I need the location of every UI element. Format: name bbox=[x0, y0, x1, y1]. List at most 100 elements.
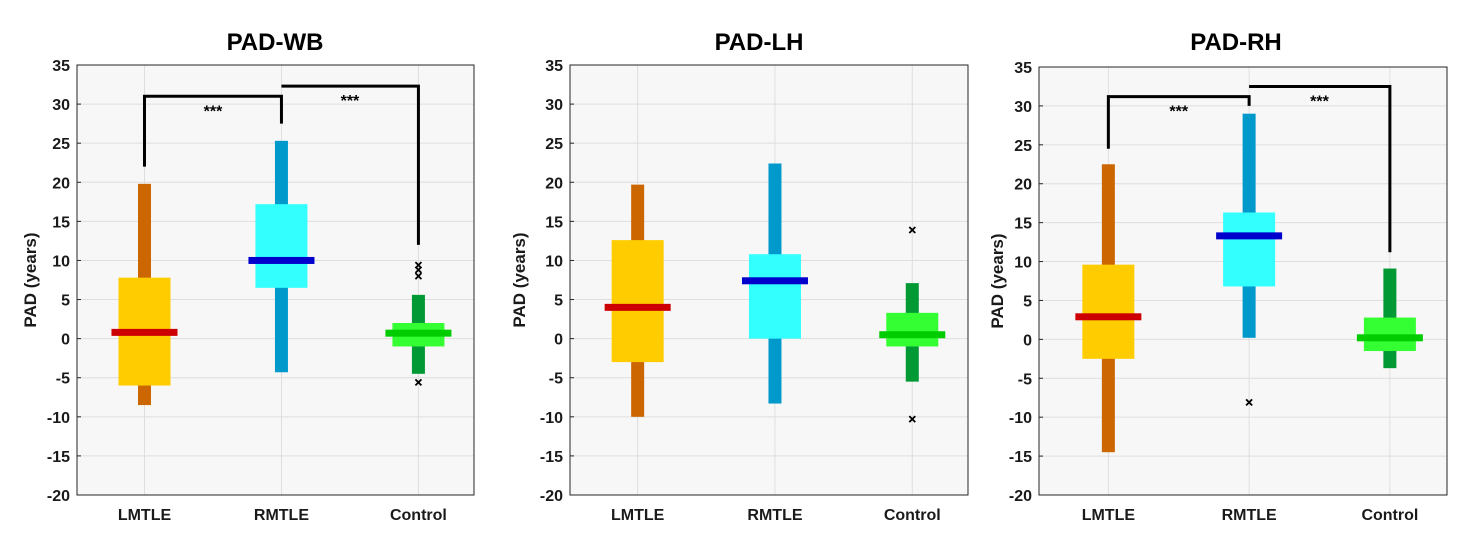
y-tick-label: 20 bbox=[1014, 177, 1032, 194]
median-line bbox=[1075, 313, 1142, 321]
chart-title: PAD-LH bbox=[715, 29, 804, 56]
box-iqr bbox=[255, 204, 308, 288]
box-group-control bbox=[385, 261, 452, 387]
axes-frame bbox=[569, 64, 969, 496]
box-iqr bbox=[1223, 212, 1276, 287]
y-tick-label: 0 bbox=[554, 332, 563, 349]
chart-title: PAD-WB bbox=[227, 29, 324, 56]
y-tick-label: -15 bbox=[1009, 449, 1032, 466]
y-tick-label: -5 bbox=[1018, 371, 1032, 388]
median-line bbox=[1216, 232, 1283, 240]
median-line bbox=[248, 256, 315, 264]
median-line bbox=[1356, 334, 1423, 342]
y-axis-label: PAD (years) bbox=[21, 232, 40, 327]
y-axis-label: PAD (years) bbox=[988, 233, 1007, 328]
significance-bracket: *** bbox=[1106, 95, 1251, 149]
y-tick-label: 35 bbox=[52, 58, 70, 75]
y-tick-label: 20 bbox=[52, 175, 70, 192]
y-tick-label: 10 bbox=[545, 253, 563, 270]
x-tick-label: LMTLE bbox=[611, 507, 665, 524]
y-tick-label: 10 bbox=[52, 253, 70, 270]
y-tick-label: -20 bbox=[47, 488, 70, 505]
y-tick-label: -20 bbox=[1009, 488, 1032, 505]
y-tick-label: -20 bbox=[540, 488, 563, 505]
y-tick-label: 15 bbox=[545, 214, 563, 231]
outlier-marker bbox=[1245, 398, 1253, 407]
x-tick-label: LMTLE bbox=[1082, 507, 1136, 524]
chart-panel-1: 35 30 25 20 15 10 5 0 -5 -10 -15 -20 LMTLE RMTLE Contr… bbox=[21, 29, 475, 524]
median-line bbox=[111, 328, 178, 336]
y-tick-label: -10 bbox=[1009, 410, 1032, 427]
y-tick-label: -15 bbox=[540, 449, 563, 466]
y-axis-label: PAD (years) bbox=[510, 232, 529, 327]
y-tick-label: 15 bbox=[1014, 216, 1032, 233]
x-tick-label: LMTLE bbox=[118, 507, 172, 524]
box-iqr bbox=[1363, 317, 1416, 352]
box-group-rmtle bbox=[1216, 113, 1283, 407]
chart-title: PAD-RH bbox=[1190, 29, 1282, 56]
x-tick-label: Control bbox=[884, 507, 941, 524]
y-tick-label: 30 bbox=[1014, 99, 1032, 116]
bracket-line bbox=[281, 84, 420, 245]
y-tick-label: 5 bbox=[554, 293, 563, 310]
box-group-lmtle bbox=[111, 183, 178, 406]
box-group-rmtle bbox=[741, 163, 808, 404]
median-line bbox=[385, 329, 452, 337]
y-tick-label: 10 bbox=[1014, 255, 1032, 272]
significance-label: *** bbox=[1310, 93, 1329, 110]
y-tick-label: 25 bbox=[52, 136, 70, 153]
chart-panel-3: 35 30 25 20 15 10 5 0 -5 -10 -15 -20 LMTLE RMTLE Contr… bbox=[988, 29, 1448, 524]
y-tick-label: 30 bbox=[52, 97, 70, 114]
x-tick-label: Control bbox=[390, 507, 447, 524]
y-tick-label: -10 bbox=[47, 410, 70, 427]
significance-label: *** bbox=[341, 93, 360, 110]
axes-frame bbox=[76, 64, 475, 496]
box-group-lmtle bbox=[604, 184, 671, 417]
box-group-control bbox=[879, 226, 946, 423]
outlier-marker bbox=[908, 415, 916, 423]
x-tick-label: RMTLE bbox=[1222, 507, 1277, 524]
median-line bbox=[741, 277, 808, 285]
significance-label: *** bbox=[204, 103, 223, 120]
significance-bracket: *** bbox=[281, 84, 420, 245]
y-tick-label: 0 bbox=[61, 332, 70, 349]
box-group-rmtle bbox=[248, 140, 315, 373]
y-tick-label: 20 bbox=[545, 175, 563, 192]
y-tick-label: -5 bbox=[56, 371, 70, 388]
y-tick-label: 15 bbox=[52, 214, 70, 231]
y-tick-label: 35 bbox=[1014, 60, 1032, 77]
bracket-line bbox=[1249, 84, 1392, 253]
chart-panel-2: 35 30 25 20 15 10 5 0 -5 -10 -15 -20 LMTLE RMTLE Contr… bbox=[510, 29, 969, 524]
y-tick-label: 35 bbox=[545, 58, 563, 75]
x-tick-label: Control bbox=[1361, 507, 1418, 524]
outlier-marker bbox=[414, 272, 423, 280]
y-tick-label: 25 bbox=[1014, 138, 1032, 155]
outlier-marker bbox=[414, 261, 423, 269]
y-tick-label: 0 bbox=[1023, 332, 1032, 349]
x-tick-label: RMTLE bbox=[254, 507, 309, 524]
box-iqr bbox=[748, 254, 801, 339]
box-group-lmtle bbox=[1075, 164, 1142, 453]
box-group-control bbox=[1356, 268, 1423, 369]
bracket-line bbox=[1106, 95, 1251, 149]
significance-bracket: *** bbox=[1249, 84, 1392, 253]
x-tick-label: RMTLE bbox=[747, 507, 802, 524]
box-iqr bbox=[611, 240, 664, 363]
axes-frame bbox=[1038, 66, 1448, 496]
y-tick-label: -10 bbox=[540, 410, 563, 427]
significance-bracket: *** bbox=[142, 94, 283, 167]
y-tick-label: 25 bbox=[545, 136, 563, 153]
median-line bbox=[604, 303, 671, 311]
y-tick-label: 5 bbox=[1023, 293, 1032, 310]
bracket-line bbox=[142, 94, 283, 167]
y-tick-label: 5 bbox=[61, 293, 70, 310]
significance-label: *** bbox=[1169, 104, 1188, 121]
median-line bbox=[879, 331, 946, 339]
outlier-marker bbox=[908, 226, 916, 234]
y-tick-label: 30 bbox=[545, 97, 563, 114]
box-iqr bbox=[1082, 264, 1135, 359]
box-iqr bbox=[886, 312, 939, 347]
y-tick-label: -15 bbox=[47, 449, 70, 466]
outlier-marker bbox=[414, 378, 423, 387]
